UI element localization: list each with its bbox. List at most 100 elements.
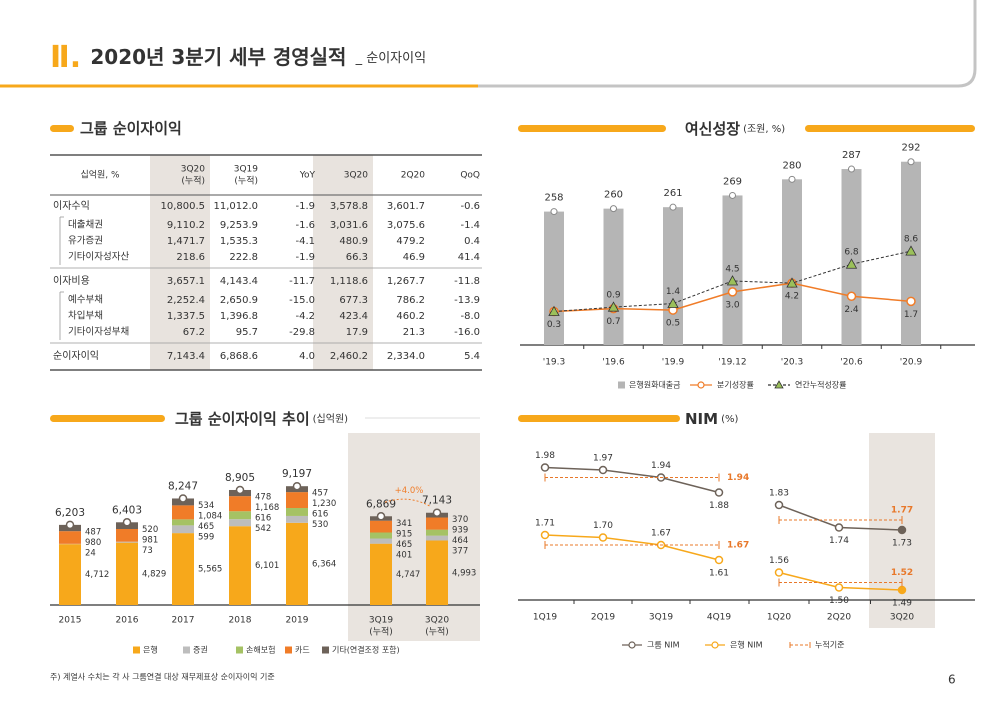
- bar-segment: [116, 529, 138, 542]
- total-marker: [432, 508, 442, 517]
- x-tick-label: '20.6: [840, 358, 863, 368]
- legend-swatch: [285, 646, 292, 654]
- triangle-marker: [726, 275, 739, 286]
- cell: 786.2: [396, 295, 425, 306]
- circle-marker: [714, 555, 724, 565]
- cell: 17.9: [346, 327, 368, 338]
- segment-label: 981: [142, 535, 158, 545]
- bar-segment: [286, 507, 308, 516]
- cell: -1.4: [460, 220, 480, 231]
- column-header: YoY: [299, 171, 316, 181]
- bar-segment: [172, 533, 194, 605]
- title-bar: [805, 125, 975, 132]
- cell: 1,118.6: [330, 276, 368, 287]
- x-tick-label: 2016: [116, 616, 139, 626]
- segment-label: 6,364: [312, 559, 336, 569]
- cumulative-label: 1.94: [727, 473, 749, 483]
- triangle-marker: [786, 277, 798, 288]
- chart-title-text: 그룹 순이자이익 추이: [175, 410, 310, 428]
- bar-cap: [729, 191, 736, 199]
- cumulative-label: 1.77: [891, 506, 913, 516]
- bar-segment: [116, 541, 138, 543]
- cell: 46.9: [403, 252, 425, 263]
- table-title: 그룹 순이자이익: [80, 120, 182, 138]
- triangle-marker: [607, 301, 620, 312]
- total-label: 6,869: [366, 498, 396, 510]
- segment-label: 465: [396, 540, 412, 550]
- value-label: 1.88: [709, 501, 729, 511]
- cell: 0.4: [464, 236, 480, 247]
- bar-value-label: 280: [782, 160, 801, 171]
- segment-label: 616: [312, 510, 328, 520]
- cumulative-label: 1.52: [891, 568, 913, 578]
- legend-label: 은행 NIM: [730, 640, 763, 650]
- bar-segment: [116, 542, 138, 605]
- segment-label: 542: [255, 524, 271, 534]
- total-label: 7,143: [422, 495, 452, 507]
- chart-title-text: 여신성장: [685, 120, 740, 138]
- column-highlight: [150, 155, 210, 370]
- column-header: QoQ: [460, 171, 480, 181]
- cell: 9,253.9: [220, 220, 258, 231]
- cell: 67.2: [183, 327, 205, 338]
- segment-label: 377: [452, 547, 468, 557]
- bar-segment: [229, 526, 251, 605]
- chart-unit: (조원, %): [743, 123, 785, 135]
- row-label: 이자수익: [53, 200, 90, 212]
- circle-marker: [540, 530, 550, 540]
- x-tick-label: 2Q19: [591, 613, 616, 623]
- cell: -4.1: [295, 236, 315, 247]
- total-marker: [292, 481, 302, 491]
- segment-label: 465: [198, 522, 214, 532]
- x-tick-label: 1Q19: [533, 613, 558, 623]
- line: [544, 466, 720, 494]
- value-label: 1.97: [593, 454, 613, 464]
- title-bar: [518, 415, 680, 422]
- legend-label: 그룹 NIM: [647, 641, 680, 650]
- value-label: 0.7: [606, 317, 620, 327]
- value-label: 8.6: [904, 235, 919, 245]
- cell: 3,075.6: [387, 220, 425, 231]
- annotation: +4.0%: [395, 486, 424, 496]
- legend-marker: [628, 641, 636, 649]
- column-header: 3Q20: [344, 171, 369, 181]
- chart-title: 여신성장 (조원, %): [685, 120, 785, 138]
- cell: 480.9: [339, 236, 368, 247]
- cell: -11.8: [454, 276, 480, 287]
- bar-cap: [848, 165, 855, 173]
- page-number: 6: [948, 673, 956, 687]
- segment-label: 599: [198, 532, 214, 542]
- bar-segment: [172, 519, 194, 526]
- bar: [722, 195, 743, 345]
- cell: 7,143.4: [167, 351, 205, 362]
- circle-marker: [846, 291, 857, 301]
- segment-label: 530: [312, 520, 328, 530]
- legend-swatch: [236, 646, 243, 654]
- circle-marker: [540, 463, 550, 472]
- x-tick-label: 2015: [59, 616, 82, 626]
- column-header: 3Q20: [181, 165, 206, 175]
- row-label: 기타이자성자산: [68, 252, 129, 263]
- segment-label: 478: [255, 492, 271, 502]
- value-label: 1.70: [593, 521, 613, 531]
- x-tick-label: 2018: [229, 616, 252, 626]
- bar-segment: [229, 511, 251, 520]
- circle-marker: [834, 523, 844, 532]
- row-label: 이자비용: [53, 275, 90, 287]
- circle-marker: [727, 287, 738, 297]
- row-label: 대출채권: [68, 219, 103, 231]
- x-tick-label: 3Q19: [649, 613, 674, 623]
- x-tick-label: '20.9: [900, 358, 923, 368]
- cell: 1,471.7: [167, 236, 205, 247]
- line: [544, 534, 720, 561]
- bar: [782, 179, 802, 345]
- total-marker: [376, 512, 386, 521]
- total-label: 6,403: [112, 504, 142, 516]
- row-label: 기타이자성부채: [68, 327, 129, 338]
- x-tick-label: (누적): [425, 626, 449, 638]
- row-label: 차입부채: [68, 310, 103, 322]
- cell: -15.0: [289, 295, 315, 306]
- row-label: 예수부채: [68, 295, 103, 306]
- bar-segment: [59, 544, 81, 605]
- segment-label: 520: [142, 525, 158, 535]
